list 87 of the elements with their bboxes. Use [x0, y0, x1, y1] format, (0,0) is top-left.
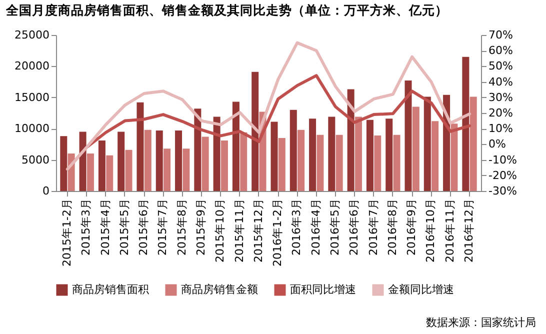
y-tick-label: 25000: [14, 28, 50, 42]
x-tick-label: 2016年6月: [348, 198, 361, 256]
bar: [106, 155, 114, 191]
bar: [404, 80, 412, 191]
x-tick-label: 2016年7月: [366, 198, 380, 256]
bar: [270, 122, 278, 191]
bar: [98, 140, 106, 191]
bar: [366, 120, 374, 191]
y-tick-label: 10000: [14, 122, 50, 136]
bar: [354, 116, 362, 191]
y-tick-label: 15000: [14, 90, 50, 104]
bar: [164, 148, 171, 191]
source-note: 数据来源：国家统计局: [426, 315, 536, 330]
line-series: [66, 41, 472, 171]
bar: [462, 56, 470, 191]
x-tick-label: 2015年4月: [98, 198, 112, 256]
bar: [386, 118, 393, 191]
bar: [86, 154, 94, 191]
bar: [424, 96, 431, 191]
bar: [347, 89, 354, 191]
y-tick-label: 0: [42, 184, 50, 198]
bar: [432, 121, 439, 191]
y2-tick-label: 40%: [488, 75, 513, 88]
x-tick-label: 2016年12月: [462, 198, 476, 262]
bar: [470, 96, 477, 191]
bar: [252, 72, 259, 191]
bar: [156, 130, 163, 191]
x-tick-label: 2016年4月: [309, 198, 322, 256]
bar: [136, 102, 144, 191]
x-tick-label: 2015年5月: [118, 198, 131, 256]
y2-tick-label: 50%: [488, 60, 513, 73]
bar: [450, 124, 458, 191]
y2-tick-label: -30%: [488, 184, 517, 198]
x-tick-label: 2016年8月: [386, 198, 399, 256]
chart-title: 全国月度商品房销售面积、销售金额及其同比走势（单位：万平方米、亿元）: [5, 2, 448, 18]
x-tick-label: 2015年7月: [156, 198, 170, 256]
bar: [118, 132, 125, 191]
x-tick-label: 2016年1-2月: [271, 198, 284, 266]
y2-tick-label: -20%: [488, 168, 517, 182]
x-tick-label: 2015年12月: [252, 198, 265, 262]
bar: [220, 140, 228, 191]
x-tick-label: 2016年9月: [405, 198, 418, 256]
x-tick-label: 2015年6月: [137, 198, 150, 256]
x-tick-label: 2015年1-2月: [60, 198, 74, 266]
bar: [412, 106, 420, 191]
x-tick-label: 2015年3月: [80, 198, 93, 256]
bar: [182, 148, 190, 191]
x-tick-label: 2016年3月: [290, 198, 304, 256]
legend-label: 商品房销售金额: [181, 283, 258, 296]
y2-tick-label: 0%: [488, 138, 506, 151]
bar: [374, 135, 382, 191]
y2-tick-label: 10%: [488, 122, 513, 136]
bar: [202, 136, 209, 191]
legend-label: 金额同比增速: [388, 283, 454, 296]
y2-tick-label: -10%: [488, 153, 517, 166]
legend-label: 面积同比增速: [290, 283, 356, 296]
y2-tick-label: 70%: [488, 28, 513, 42]
bar: [79, 132, 86, 191]
bar: [328, 116, 336, 191]
bar: [125, 150, 132, 191]
y-tick-label: 5000: [22, 153, 50, 166]
y2-tick-label: 60%: [488, 44, 513, 58]
y2-tick-label: 20%: [488, 106, 513, 120]
legend-label: 商品房销售面积: [72, 283, 149, 296]
bar: [232, 102, 240, 191]
bar: [213, 116, 220, 191]
x-tick-label: 2016年11月: [443, 198, 456, 262]
x-tick-label: 2016年5月: [328, 198, 342, 256]
x-tick-label: 2015年8月: [175, 198, 188, 256]
bar: [309, 118, 316, 191]
y2-tick-label: 30%: [488, 90, 513, 104]
bar: [316, 134, 324, 191]
bar: [393, 134, 400, 191]
x-tick-label: 2015年9月: [194, 198, 208, 256]
bar: [336, 134, 343, 191]
x-tick-label: 2016年10月: [424, 198, 438, 262]
bar: [144, 130, 152, 191]
bar: [175, 130, 182, 191]
y-tick-label: 20000: [14, 60, 50, 73]
bar: [240, 132, 248, 191]
bar: [298, 130, 305, 191]
bar: [60, 136, 68, 191]
bar: [278, 138, 286, 191]
x-tick-label: 2015年11月: [232, 198, 246, 262]
x-tick-label: 2015年10月: [214, 198, 227, 262]
bar: [194, 108, 202, 191]
bar: [290, 110, 297, 191]
